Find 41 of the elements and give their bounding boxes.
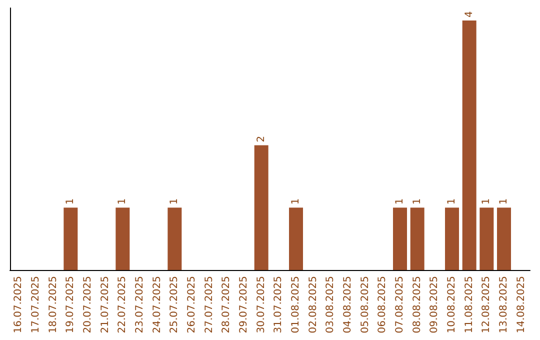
x-tick-label: 01.08.2025 [290,276,302,334]
x-tick-label: 17.07.2025 [30,276,42,334]
x-tick-label: 09.08.2025 [429,276,440,334]
data-label: 1 [412,198,423,205]
data-label: 1 [481,198,492,205]
x-tick-label: 31.07.2025 [273,276,284,334]
data-label: 1 [169,198,180,205]
x-tick-label: 05.08.2025 [360,276,371,334]
x-tick-label: 24.07.2025 [152,276,163,334]
x-tick-label: 13.08.2025 [498,276,510,334]
data-label: 1 [290,198,302,205]
x-tick-label: 10.08.2025 [446,276,458,334]
x-tick-label: 26.07.2025 [186,276,198,334]
x-tick-label: 25.07.2025 [169,276,180,334]
x-tick-label: 23.07.2025 [134,276,146,334]
x-tick-label: 14.08.2025 [516,276,527,334]
x-tick-label: 02.08.2025 [308,276,319,334]
x-tick-label: 19.07.2025 [65,276,76,334]
x-tick-label: 30.07.2025 [256,276,267,334]
x-tick-label: 28.07.2025 [221,276,232,334]
x-tick-label: 20.07.2025 [82,276,94,334]
x-tick-label: 12.08.2025 [481,276,492,334]
x-tick-label: 18.07.2025 [48,276,59,334]
data-label: 1 [446,198,458,205]
data-label: 2 [256,136,267,142]
x-tick-label: 22.07.2025 [117,276,128,334]
data-label: 1 [65,198,76,205]
data-label: 1 [498,198,510,205]
x-tick-label: 07.08.2025 [394,276,406,334]
data-label: 1 [394,198,406,205]
x-tick-label: 06.08.2025 [377,276,388,334]
data-label: 1 [117,198,128,205]
x-tick-label: 08.08.2025 [412,276,423,334]
x-tick-label: 21.07.2025 [100,276,111,334]
x-tick-label: 27.07.2025 [204,276,215,334]
x-tick-label: 11.08.2025 [464,276,475,334]
data-label: 4 [464,11,475,18]
x-tick-label: 16.07.2025 [13,276,24,334]
x-tick-label: 04.08.2025 [342,276,354,334]
x-tick-label: 03.08.2025 [325,276,336,334]
x-tick-label: 29.07.2025 [238,276,250,334]
